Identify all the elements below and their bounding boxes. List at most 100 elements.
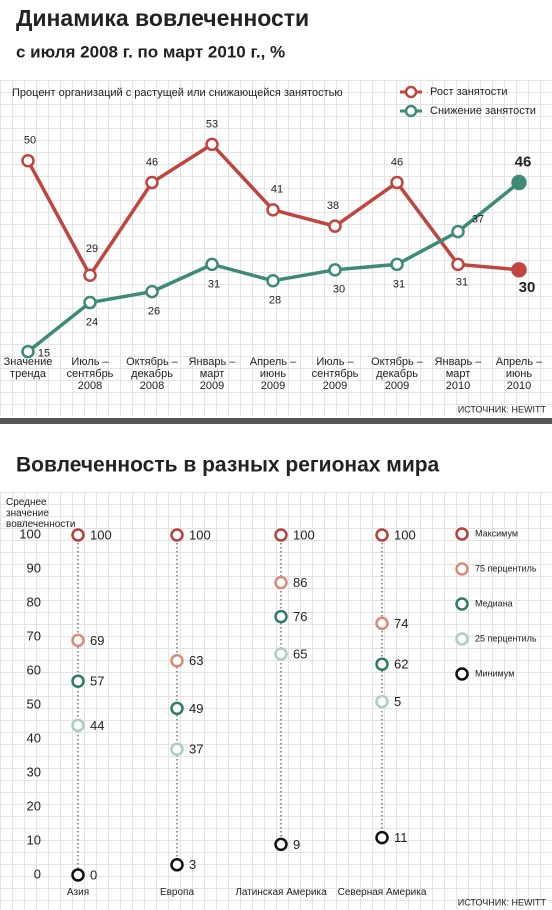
marker <box>71 528 85 542</box>
y-tick-label: 70 <box>27 628 41 643</box>
marker <box>274 837 288 852</box>
marker <box>375 657 389 671</box>
marker <box>274 528 288 542</box>
marker <box>83 295 97 310</box>
data-label: 9 <box>293 837 300 852</box>
y-tick-label: 30 <box>27 764 41 779</box>
data-label: 46 <box>146 156 158 168</box>
data-label: 65 <box>293 646 307 661</box>
marker <box>21 344 35 359</box>
x-tick-label: Европа <box>159 887 195 898</box>
legend-label: Медиана <box>475 598 513 608</box>
data-label: 46 <box>515 154 532 171</box>
source: ИСТОЧНИК: HEWITT <box>458 404 547 414</box>
x-tick-label: Северная Америка <box>337 887 427 898</box>
marker <box>274 575 288 590</box>
data-label: 86 <box>293 575 307 590</box>
legend-marker <box>404 104 418 118</box>
marker <box>274 609 288 624</box>
divider <box>0 418 552 424</box>
legend-label: 75 перцентиль <box>475 563 537 573</box>
marker <box>390 257 404 272</box>
marker <box>328 263 342 277</box>
marker <box>21 153 35 168</box>
data-label: 57 <box>90 674 104 689</box>
chart-title: Вовлеченность в разных регионах мира <box>16 454 440 477</box>
y-tick-label: 90 <box>27 560 41 575</box>
legend-marker <box>455 562 469 576</box>
x-tick-label: Апрель – июнь 2010 <box>495 356 543 392</box>
data-label: 30 <box>333 284 345 296</box>
data-label: 53 <box>206 118 218 130</box>
x-tick-label: Октябрь – декабрь 2008 <box>126 356 178 392</box>
data-label: 0 <box>90 867 97 882</box>
legend-label: Рост занятости <box>430 86 507 98</box>
marker <box>375 830 389 845</box>
y-tick-label: 100 <box>19 526 41 541</box>
data-label: 31 <box>208 278 220 290</box>
marker <box>375 528 389 542</box>
data-label: 11 <box>394 830 408 845</box>
legend-label: 25 перцентиль <box>475 633 537 643</box>
x-tick-label: Азия <box>66 887 90 898</box>
y-tick-label: 80 <box>27 594 41 609</box>
marker <box>328 219 342 233</box>
y-tick-label: 60 <box>27 662 41 677</box>
legend-marker <box>404 85 418 99</box>
y-tick-label: 20 <box>27 798 41 813</box>
data-label: 100 <box>394 527 416 542</box>
y-tick-label: 0 <box>34 866 41 881</box>
marker <box>71 718 85 733</box>
data-label: 74 <box>394 616 408 631</box>
marker <box>170 742 184 756</box>
data-label: 24 <box>86 316 98 328</box>
marker <box>71 633 85 648</box>
data-label: 100 <box>293 527 315 542</box>
y-axis-label: Процент организаций с растущей или снижа… <box>12 87 343 99</box>
data-label: 28 <box>269 295 281 307</box>
chart-subtitle: с июля 2008 г. по март 2010 г., % <box>16 42 285 61</box>
source: ИСТОЧНИК: HEWITT <box>458 897 547 907</box>
data-label: 37 <box>472 214 484 226</box>
data-label: 50 <box>24 135 36 147</box>
x-tick-label: Апрель – июнь 2009 <box>249 356 297 392</box>
marker <box>170 701 184 716</box>
data-label: 41 <box>271 184 283 196</box>
marker <box>83 268 97 283</box>
marker <box>205 137 219 152</box>
data-label: 26 <box>148 306 160 318</box>
x-tick-label: Июль – сентябрь 2009 <box>311 356 359 392</box>
data-label: 15 <box>38 348 50 360</box>
data-label: 46 <box>391 156 403 168</box>
marker <box>170 528 184 542</box>
data-label: 100 <box>189 527 211 542</box>
data-label: 38 <box>327 200 339 212</box>
legend-marker <box>455 597 469 611</box>
marker <box>170 858 184 872</box>
marker <box>375 694 389 709</box>
legend-label: Максимум <box>475 528 518 538</box>
legend-marker <box>455 527 469 541</box>
x-tick-label: Латинская Америка <box>235 887 327 898</box>
data-label: 63 <box>189 653 203 668</box>
data-label: 5 <box>394 694 401 709</box>
marker <box>205 257 219 272</box>
grid-background <box>0 80 552 416</box>
marker <box>274 647 288 661</box>
data-label: 3 <box>189 857 196 872</box>
marker <box>71 674 85 688</box>
legend-label: Минимум <box>475 668 514 678</box>
marker <box>145 175 159 190</box>
x-tick-label: Июль – сентябрь 2008 <box>66 356 114 392</box>
marker <box>511 262 527 278</box>
y-tick-label: 40 <box>27 730 41 745</box>
data-label: 31 <box>393 278 405 290</box>
marker <box>451 224 465 239</box>
marker <box>390 175 404 190</box>
legend-marker <box>455 632 469 646</box>
data-label: 29 <box>86 243 98 255</box>
data-label: 31 <box>456 276 468 288</box>
x-tick-label: Январь – март 2009 <box>188 356 236 392</box>
